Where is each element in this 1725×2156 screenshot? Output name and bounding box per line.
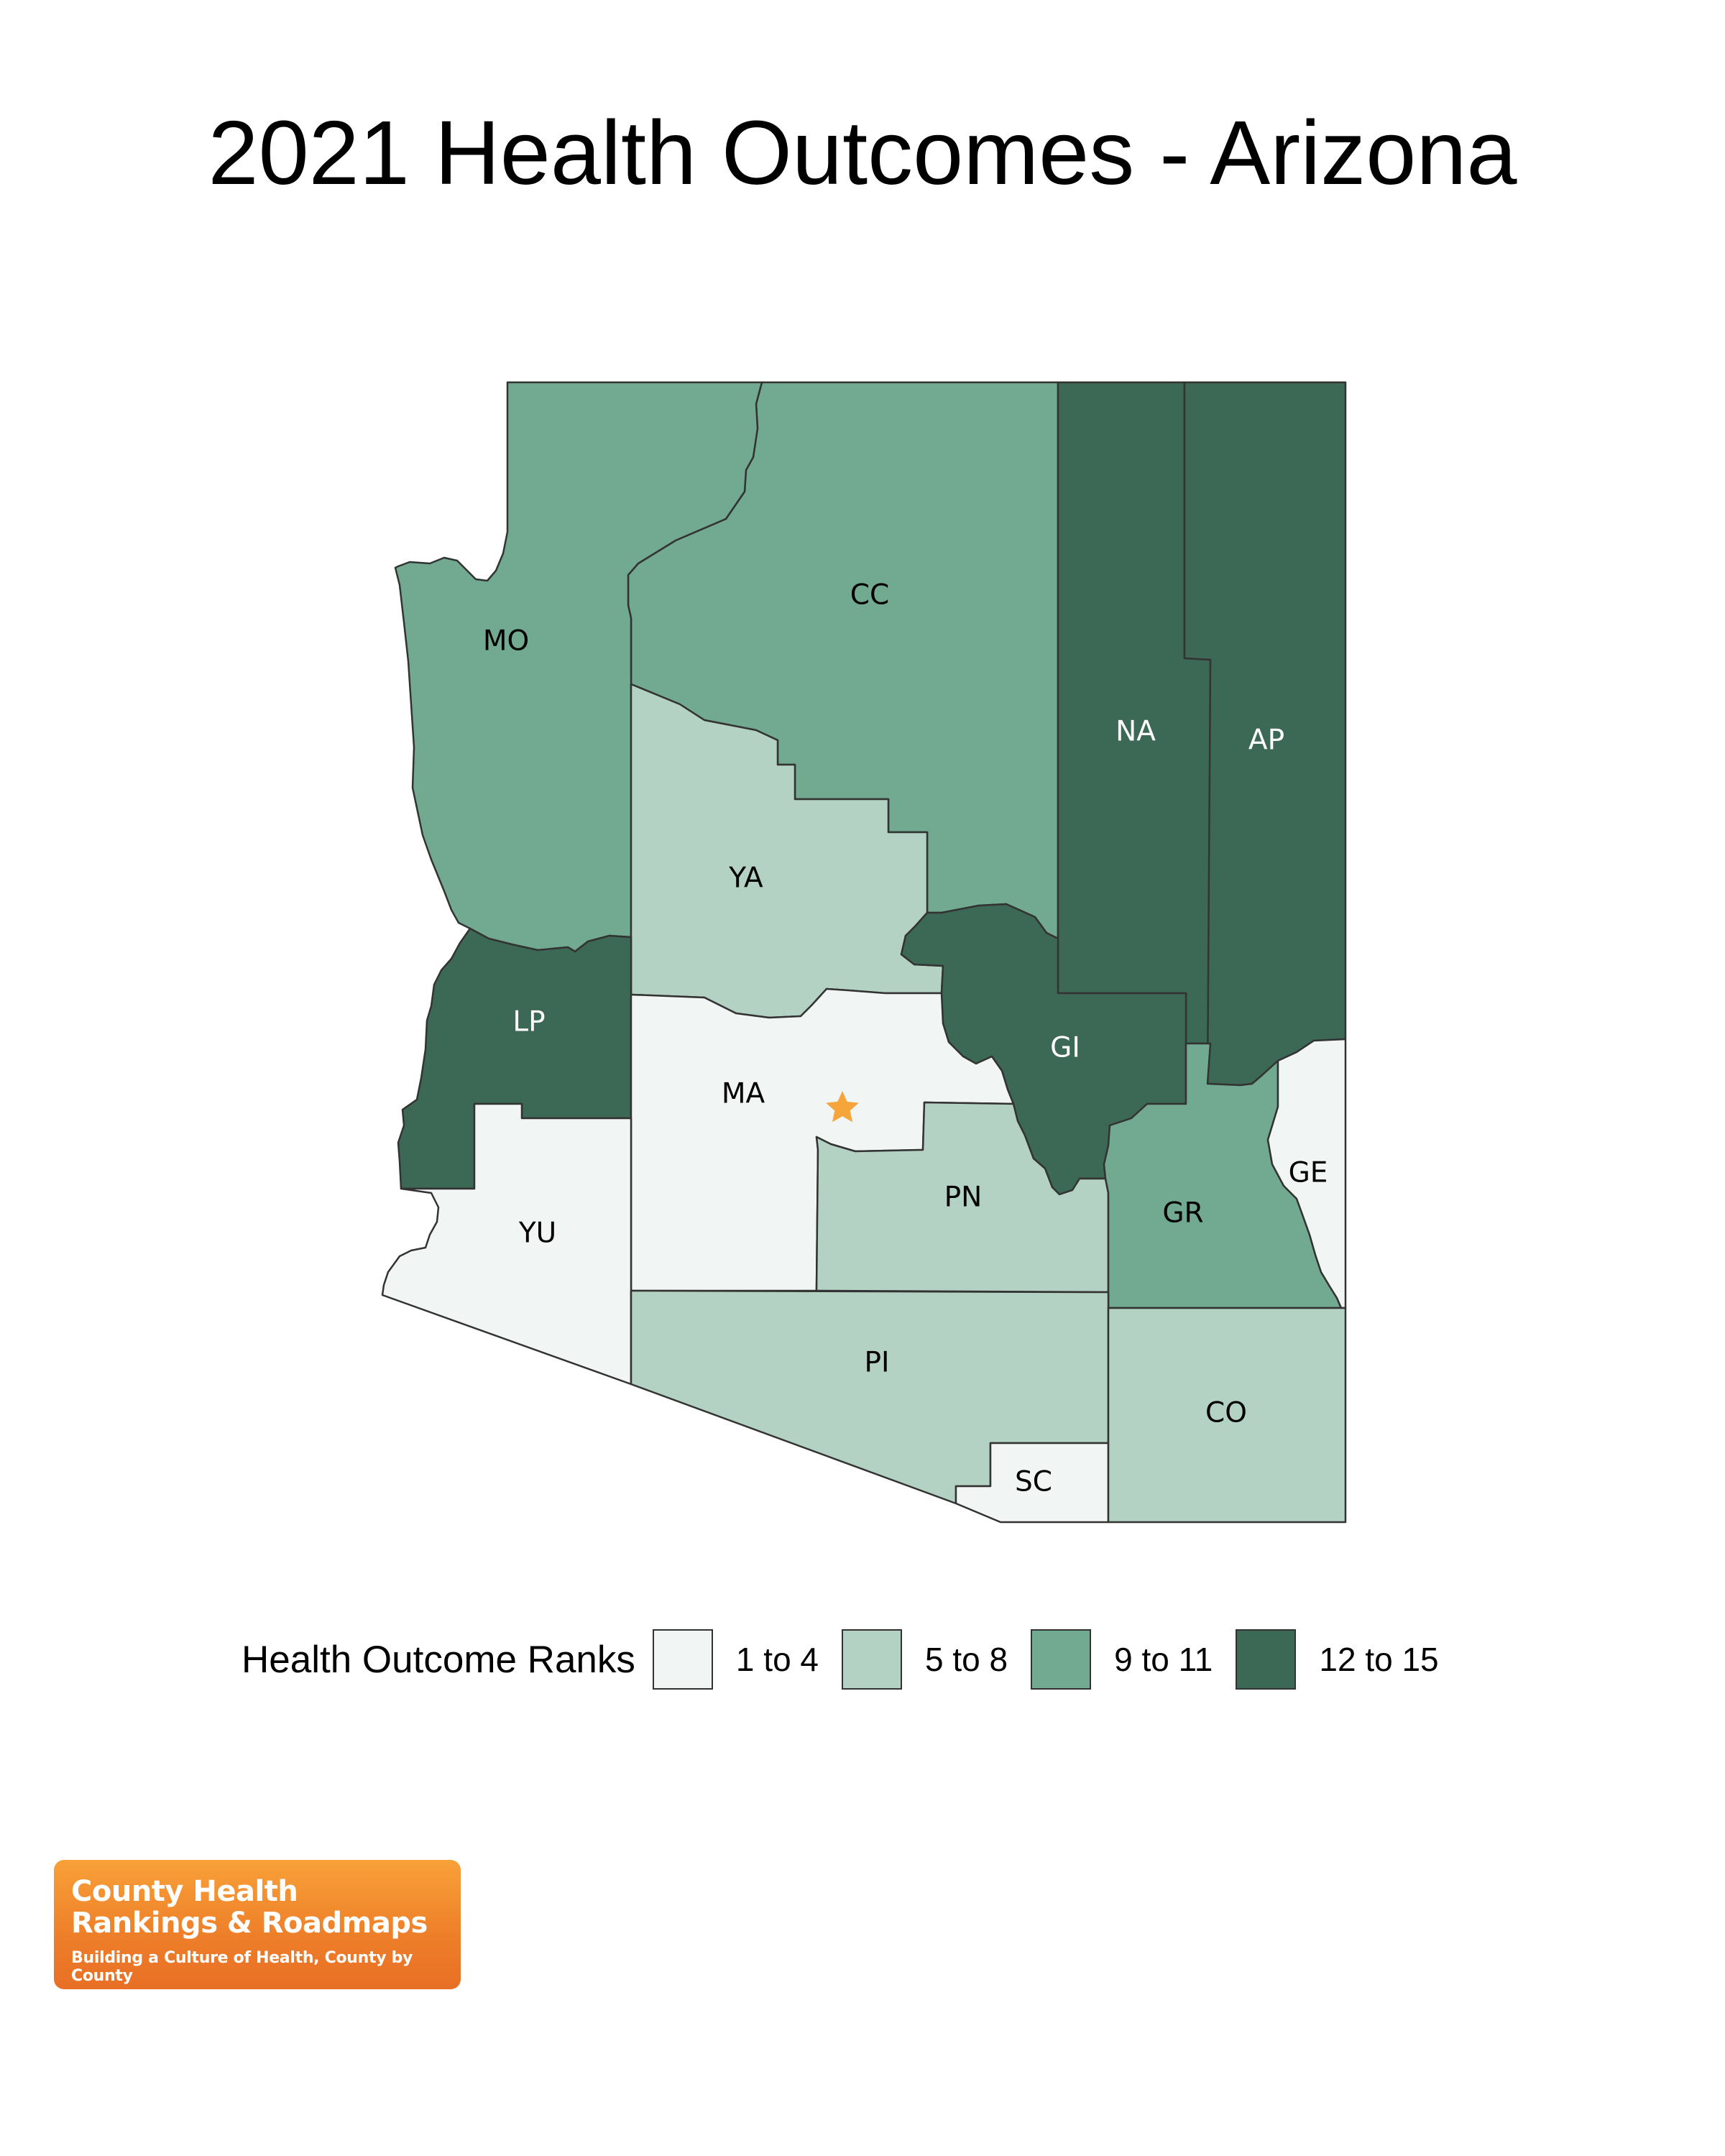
county-health-rankings-logo: County Health Rankings & Roadmaps Buildi… xyxy=(54,1860,461,1989)
county-mo[interactable] xyxy=(394,381,763,953)
logo-line-1: County Health xyxy=(71,1875,298,1908)
county-label-na: NA xyxy=(1116,716,1156,748)
county-label-lp: LP xyxy=(512,1006,545,1038)
county-label-ap: AP xyxy=(1248,724,1284,757)
legend-swatch-1-to-4 xyxy=(652,1629,713,1690)
legend-swatch-12-to-15 xyxy=(1236,1629,1297,1690)
legend-label-9-to-11: 9 to 11 xyxy=(1114,1641,1213,1678)
county-label-pn: PN xyxy=(944,1181,983,1214)
legend-swatch-9-to-11 xyxy=(1031,1629,1092,1690)
legend-title: Health Outcome Ranks xyxy=(242,1638,635,1681)
legend-label-5-to-8: 5 to 8 xyxy=(925,1641,1008,1678)
county-label-co: CO xyxy=(1205,1397,1247,1429)
legend-swatch-5-to-8 xyxy=(842,1629,903,1690)
county-label-ge: GE xyxy=(1289,1157,1328,1189)
legend-label-1-to-4: 1 to 4 xyxy=(735,1641,819,1678)
page-title: 2021 Health Outcomes - Arizona xyxy=(208,102,1517,203)
county-label-cc: CC xyxy=(850,579,889,612)
logo-tagline: Building a Culture of Health, County by … xyxy=(71,1949,413,1985)
county-label-mo: MO xyxy=(483,625,529,658)
county-pn[interactable] xyxy=(815,1101,1110,1294)
county-label-ma: MA xyxy=(722,1078,765,1110)
legend: Health Outcome Ranks 1 to 4 5 to 8 9 to … xyxy=(242,1627,1462,1692)
county-label-gr: GR xyxy=(1162,1197,1203,1230)
logo-line-2: Rankings & Roadmaps xyxy=(71,1907,428,1940)
county-label-gi: GI xyxy=(1050,1032,1080,1064)
county-label-sc: SC xyxy=(1015,1466,1052,1498)
county-label-ya: YA xyxy=(728,862,763,895)
county-co[interactable] xyxy=(1107,1307,1347,1524)
legend-label-12-to-15: 12 to 15 xyxy=(1319,1641,1439,1678)
county-yu[interactable] xyxy=(381,1102,632,1386)
county-label-yu: YU xyxy=(518,1217,556,1250)
county-label-pi: PI xyxy=(864,1347,889,1379)
county-ge[interactable] xyxy=(1266,1038,1347,1309)
star-icon xyxy=(826,1091,859,1123)
